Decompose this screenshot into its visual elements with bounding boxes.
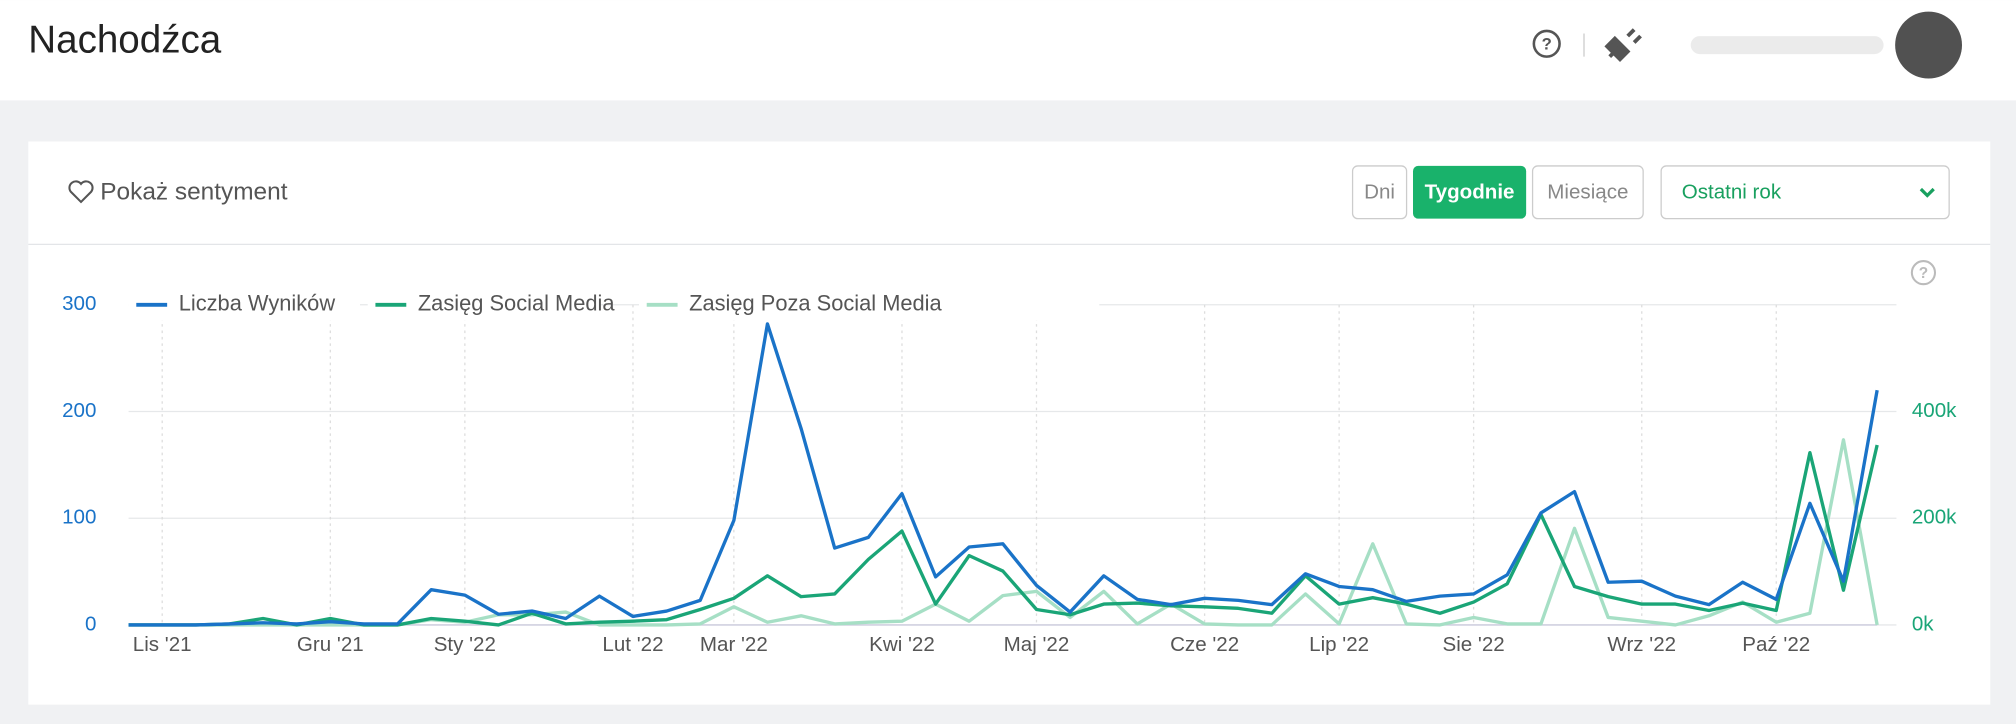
svg-text:?: ? — [1542, 34, 1552, 53]
x-tick-label: Maj '22 — [1004, 633, 1070, 656]
page-title: Nachodźca — [28, 19, 221, 62]
card — [28, 141, 1991, 705]
btn-months[interactable]: Miesiące — [1531, 165, 1644, 220]
legend-bg — [639, 289, 1100, 321]
chart: 0 100 200 300 0k 200k 400k Lis '21 Gru '21 Sty '2… — [62, 289, 1957, 656]
btn-days[interactable]: Dni — [1351, 165, 1408, 220]
x-tick-label: Sty '22 — [434, 633, 496, 656]
legend-bg — [367, 289, 600, 321]
heart-icon[interactable] — [68, 180, 94, 204]
y-tick-label: 0 — [85, 612, 96, 635]
x-tick-label: Kwi '22 — [869, 633, 935, 656]
btn-label[interactable]: Dni — [1364, 180, 1395, 203]
btn-weeks[interactable]: Tygodnie — [1413, 165, 1527, 219]
sentiment-toggle[interactable]: Pokaż sentyment — [100, 178, 287, 205]
avatar[interactable] — [1895, 11, 1962, 79]
legend-label: Liczba Wyników — [179, 291, 336, 316]
user-name-blur — [1690, 36, 1884, 55]
legend-label: Zasięg Poza Social Media — [689, 291, 942, 316]
x-tick-label: Gru '21 — [297, 633, 364, 656]
y2-tick-label: 400k — [1912, 399, 1957, 422]
btn-label[interactable]: Tygodnie — [1425, 180, 1515, 203]
plugin-icon[interactable] — [1604, 28, 1642, 62]
help-icon[interactable]: ? — [1532, 29, 1561, 58]
range-select[interactable]: Ostatni rok — [1660, 165, 1950, 220]
x-tick-label: Cze '22 — [1170, 633, 1239, 656]
x-tick-label: Lut '22 — [602, 633, 663, 656]
series-line — [128, 322, 1879, 627]
header — [0, 0, 2016, 101]
legend-label: Zasięg Social Media — [418, 291, 616, 316]
y2-tick-label: 0k — [1912, 612, 1934, 635]
y-tick-label: 100 — [62, 506, 96, 529]
x-tick-label: Lip '22 — [1309, 633, 1369, 656]
y2-tick-label: 200k — [1912, 506, 1957, 529]
series-line — [128, 444, 1879, 627]
x-tick-label: Wrz '22 — [1607, 633, 1676, 656]
x-tick-label: Paź '22 — [1742, 633, 1810, 656]
x-tick-label: Lis '21 — [133, 633, 192, 656]
chart-help-icon[interactable]: ? — [1910, 260, 1937, 286]
svg-text:?: ? — [1919, 265, 1928, 282]
x-tick-label: Sie '22 — [1443, 633, 1505, 656]
y-tick-label: 300 — [62, 292, 96, 315]
select-label[interactable]: Ostatni rok — [1682, 180, 1782, 203]
btn-label[interactable]: Miesiące — [1547, 180, 1628, 203]
y-tick-label: 200 — [62, 399, 96, 422]
x-tick-label: Mar '22 — [700, 633, 768, 656]
